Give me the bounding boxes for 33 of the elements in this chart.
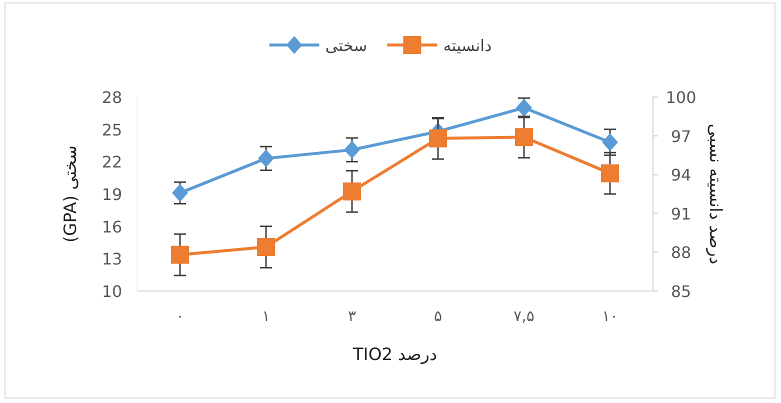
y-tick-label: 19	[102, 185, 122, 204]
x-tick-label: ۰	[176, 307, 184, 325]
point	[171, 246, 189, 264]
x-axis-title: درصد TIO2	[352, 345, 438, 365]
y-tick-label: 28	[102, 88, 122, 107]
x-tick-label: ۷,۵	[514, 307, 534, 325]
y2-tick-label: 94	[670, 166, 692, 185]
y2-tick-label: 91	[670, 204, 692, 224]
y-tick-label: 10	[102, 282, 122, 301]
y2-axis-title: درصد دانسیته نسبی	[705, 124, 725, 264]
y2-tick-label: 85	[670, 282, 692, 301]
point	[429, 129, 447, 148]
legend-label: سختی	[325, 36, 368, 55]
x-tick-label: ۱	[262, 307, 270, 325]
point	[344, 140, 360, 159]
y2-tick-label: 97	[670, 126, 692, 146]
y-tick-label: 22	[102, 152, 122, 172]
y-tick-label: 13	[102, 250, 122, 269]
point	[258, 149, 274, 168]
y-tick-label: 25	[102, 120, 122, 140]
y2-tick-label: 100	[666, 88, 696, 107]
y-tick-label: 16	[102, 217, 122, 236]
point	[257, 238, 275, 256]
point	[343, 182, 361, 200]
point	[601, 164, 619, 182]
y-axis-title: سختی (GPA)	[61, 145, 81, 243]
y2-tick-label: 88	[670, 243, 692, 262]
legend-label: دانسیته	[443, 36, 492, 55]
point	[172, 184, 188, 202]
point	[515, 128, 533, 146]
x-tick-label: ۵	[434, 307, 442, 325]
x-tick-label: ۱۰	[602, 307, 618, 325]
x-tick-label: ۳	[348, 307, 356, 325]
